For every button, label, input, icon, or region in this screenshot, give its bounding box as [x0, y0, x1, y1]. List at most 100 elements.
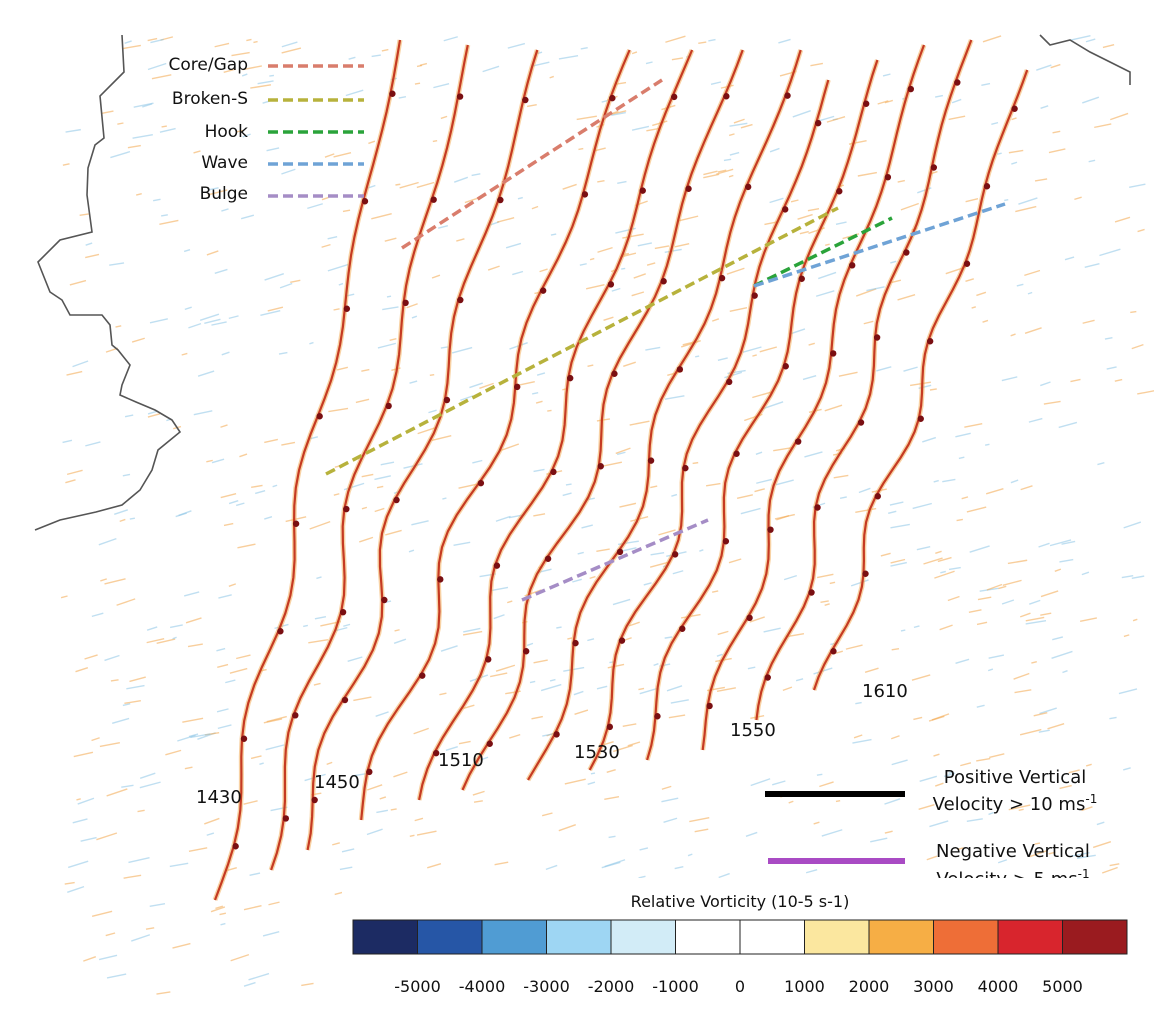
vorticity-streak	[617, 180, 627, 185]
vorticity-streak	[1110, 112, 1129, 121]
vorticity-streak	[453, 541, 471, 546]
vortex-core	[836, 188, 843, 195]
vorticity-streak	[209, 187, 219, 191]
vorticity-streak	[139, 781, 161, 789]
vorticity-streak	[835, 799, 841, 803]
vorticity-streak	[645, 61, 653, 65]
vorticity-streak	[193, 410, 213, 416]
vortex-core	[782, 363, 789, 370]
vorticity-streak	[826, 115, 846, 123]
vorticity-streak	[611, 287, 621, 292]
vorticity-streak	[558, 55, 579, 60]
vorticity-streak	[333, 493, 340, 496]
vortex-core	[514, 383, 521, 391]
vorticity-streak	[989, 753, 1005, 759]
colorbar-tick-label: -3000	[523, 977, 570, 996]
colorbar-cell-5	[675, 919, 741, 955]
time-label-1430: 1430	[196, 787, 242, 808]
vorticity-streak	[611, 111, 626, 116]
vorticity-streak	[870, 837, 888, 843]
vorticity-streak	[512, 270, 524, 276]
vorticity-streak	[409, 380, 418, 384]
vorticity-streak	[805, 868, 818, 874]
vorticity-streak	[495, 664, 516, 672]
vorticity-streak	[519, 381, 535, 386]
time-label-1550: 1550	[730, 720, 776, 741]
vorticity-streak	[1079, 617, 1098, 622]
vorticity-streak	[818, 271, 837, 280]
vorticity-streak	[997, 859, 1008, 864]
vorticity-streak	[359, 536, 374, 543]
vorticity-streak	[661, 797, 679, 803]
vortex-core	[685, 185, 692, 192]
vorticity-streak	[790, 199, 799, 203]
vorticity-streak	[783, 574, 798, 581]
colorbar-tick-label: 3000	[913, 977, 954, 996]
squall-line	[527, 49, 802, 781]
vortex-core	[670, 93, 678, 101]
vortex-core	[660, 278, 667, 285]
vorticity-streak	[526, 642, 534, 647]
vorticity-streak	[820, 600, 829, 604]
vorticity-streak	[98, 954, 118, 961]
vorticity-streak	[672, 570, 684, 575]
vorticity-streak	[490, 672, 508, 678]
vorticity-streak	[281, 441, 296, 446]
vorticity-streak	[597, 246, 613, 253]
vortex-core	[497, 196, 504, 204]
vorticity-streak	[933, 753, 940, 757]
vorticity-streak	[897, 294, 916, 301]
vorticity-streak	[243, 905, 262, 911]
vorticity-streak	[145, 927, 155, 930]
vorticity-streak	[850, 579, 869, 587]
vortex-core	[784, 92, 791, 99]
vorticity-streak	[558, 823, 576, 832]
vorticity-streak	[159, 127, 176, 133]
vorticity-streak	[674, 242, 690, 248]
vorticity-streak	[942, 478, 956, 483]
vorticity-streak	[215, 905, 224, 910]
feature-markers	[325, 78, 1006, 602]
vortex-core	[486, 740, 493, 747]
vorticity-streak	[231, 51, 250, 57]
vorticity-streak	[266, 147, 280, 152]
vorticity-streak	[726, 267, 745, 275]
vortex-core	[606, 723, 614, 731]
hook-marker	[753, 216, 893, 288]
vorticity-streak	[1024, 269, 1041, 277]
vorticity-streak	[1034, 178, 1048, 182]
vorticity-streak	[1109, 863, 1120, 867]
vorticity-streak	[1031, 660, 1037, 664]
vorticity-streak	[1029, 599, 1041, 605]
vorticity-streak	[187, 643, 203, 648]
vorticity-streak	[220, 493, 237, 499]
vorticity-streak	[532, 61, 550, 67]
vorticity-streak	[596, 548, 610, 552]
vortex-core	[402, 299, 409, 307]
vorticity-streak	[149, 903, 166, 908]
vorticity-streak	[313, 682, 321, 686]
vortex-core	[361, 198, 369, 205]
vorticity-streak	[127, 144, 141, 149]
vorticity-streak	[1062, 670, 1068, 674]
vorticity-streak	[327, 236, 338, 240]
vorticity-streak	[884, 798, 901, 805]
vorticity-streak	[533, 513, 546, 517]
vorticity-streak	[754, 488, 765, 493]
colorbar-cell-8	[868, 919, 934, 955]
vorticity-streak	[1070, 378, 1081, 383]
vorticity-streak	[562, 492, 572, 497]
vortex-core	[385, 402, 392, 410]
vortex-core	[679, 625, 686, 632]
vorticity-streak	[279, 282, 293, 289]
vorticity-streak	[221, 351, 230, 356]
vortex-core	[485, 656, 492, 663]
vorticity-streak	[900, 202, 919, 211]
vorticity-streak	[429, 373, 435, 377]
vortex-core	[862, 100, 870, 107]
vorticity-streak	[997, 152, 1002, 155]
vorticity-streak	[897, 179, 905, 183]
vorticity-streak	[366, 784, 383, 791]
vortex-core	[553, 731, 560, 738]
vortex-core	[903, 249, 910, 256]
